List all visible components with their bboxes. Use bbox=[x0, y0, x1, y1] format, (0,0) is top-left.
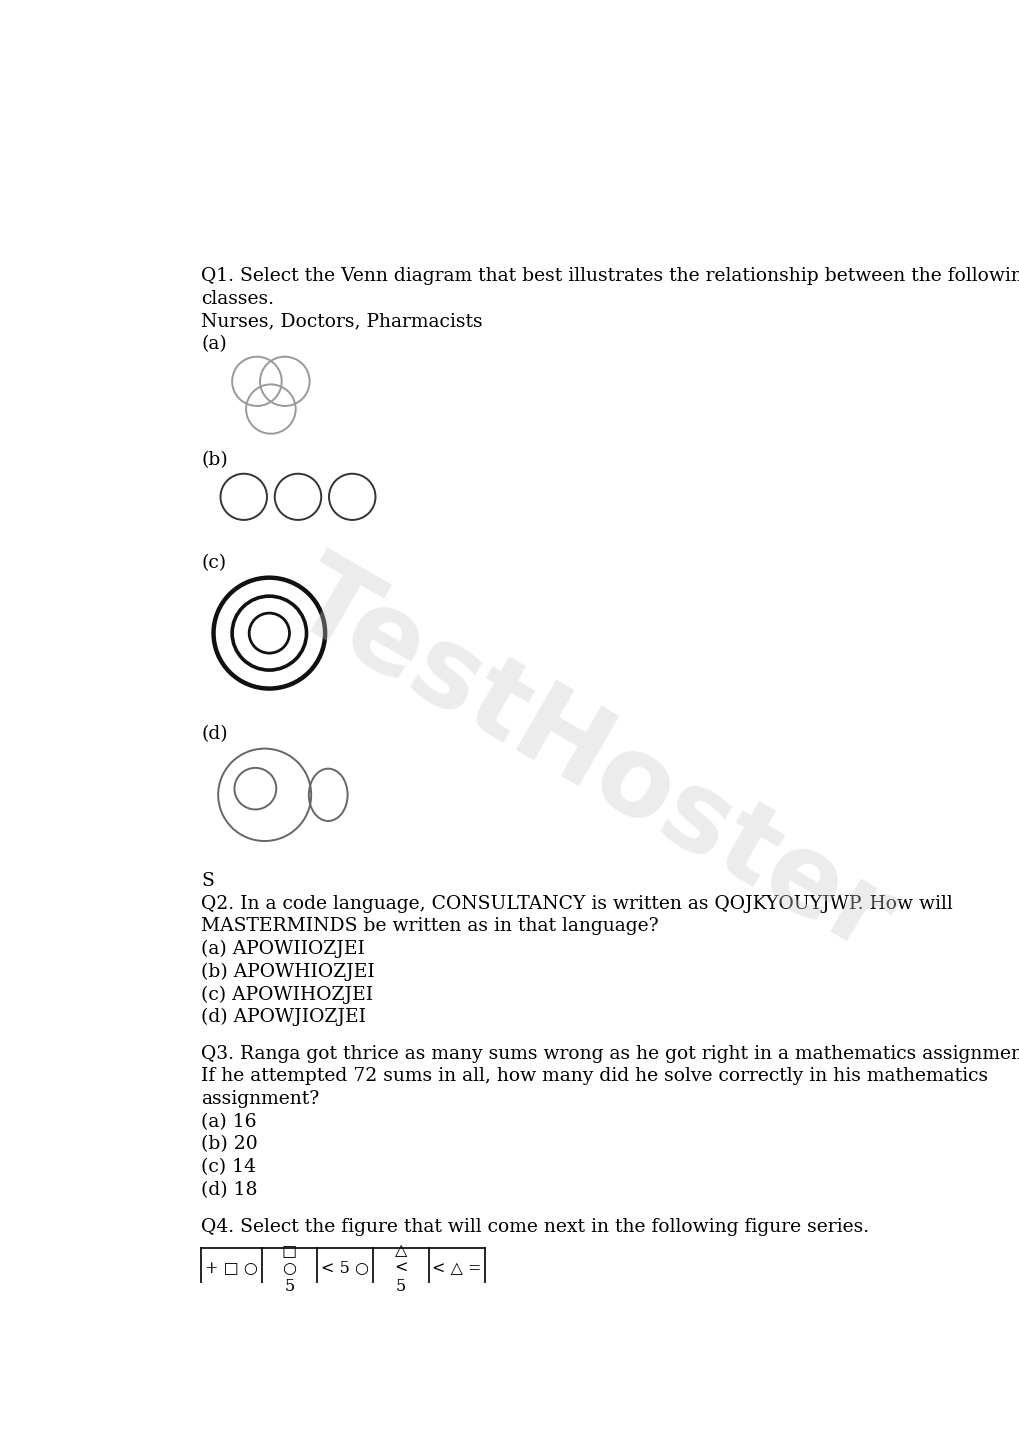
Text: TestHoster: TestHoster bbox=[273, 545, 910, 975]
Text: < △ =: < △ = bbox=[432, 1260, 481, 1276]
Text: classes.: classes. bbox=[201, 290, 274, 307]
Text: Q4. Select the figure that will come next in the following figure series.: Q4. Select the figure that will come nex… bbox=[201, 1217, 868, 1236]
Text: (c) 14: (c) 14 bbox=[201, 1158, 256, 1177]
Text: (c) APOWIHOZJEI: (c) APOWIHOZJEI bbox=[201, 985, 373, 1004]
Text: Q2. In a code language, CONSULTANCY is written as QOJKYOUYJWP. How will: Q2. In a code language, CONSULTANCY is w… bbox=[201, 894, 952, 913]
Text: Q1. Select the Venn diagram that best illustrates the relationship between the f: Q1. Select the Venn diagram that best il… bbox=[201, 267, 1019, 286]
Text: △
<
5: △ < 5 bbox=[394, 1242, 408, 1295]
Text: (d) 18: (d) 18 bbox=[201, 1181, 258, 1198]
Text: < 5 ○: < 5 ○ bbox=[321, 1260, 369, 1276]
Text: (d): (d) bbox=[201, 725, 227, 744]
Text: (a): (a) bbox=[201, 335, 226, 353]
Text: Q3. Ranga got thrice as many sums wrong as he got right in a mathematics assignm: Q3. Ranga got thrice as many sums wrong … bbox=[201, 1044, 1019, 1063]
Text: (d) APOWJIOZJEI: (d) APOWJIOZJEI bbox=[201, 1008, 366, 1027]
Text: (c): (c) bbox=[201, 555, 226, 572]
Text: (b) APOWHIOZJEI: (b) APOWHIOZJEI bbox=[201, 963, 375, 981]
Text: (a) APOWIIOZJEI: (a) APOWIIOZJEI bbox=[201, 940, 365, 959]
Text: Nurses, Doctors, Pharmacists: Nurses, Doctors, Pharmacists bbox=[201, 313, 482, 330]
Text: If he attempted 72 sums in all, how many did he solve correctly in his mathemati: If he attempted 72 sums in all, how many… bbox=[201, 1067, 987, 1086]
Text: MASTERMINDS be written as in that language?: MASTERMINDS be written as in that langua… bbox=[201, 917, 658, 936]
Text: (a) 16: (a) 16 bbox=[201, 1113, 257, 1131]
Text: assignment?: assignment? bbox=[201, 1090, 319, 1107]
Text: + □ ○: + □ ○ bbox=[205, 1260, 258, 1276]
Text: □
○
5: □ ○ 5 bbox=[281, 1242, 297, 1295]
Text: S: S bbox=[201, 872, 214, 890]
Text: (b) 20: (b) 20 bbox=[201, 1135, 258, 1154]
Text: (b): (b) bbox=[201, 450, 227, 469]
